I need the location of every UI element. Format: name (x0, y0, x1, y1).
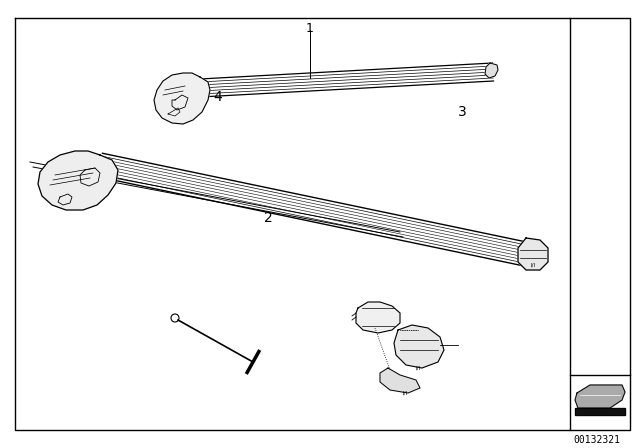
Text: 00132321: 00132321 (573, 435, 621, 445)
Polygon shape (575, 408, 625, 415)
Polygon shape (38, 151, 118, 210)
Polygon shape (380, 368, 420, 393)
Polygon shape (356, 302, 400, 333)
Polygon shape (394, 325, 444, 368)
Text: 3: 3 (458, 105, 467, 119)
Text: 2: 2 (264, 211, 273, 225)
Text: I/I: I/I (531, 263, 536, 267)
Text: 1: 1 (306, 22, 314, 35)
Text: I/I: I/I (415, 366, 420, 370)
Polygon shape (518, 238, 548, 270)
Text: I/I: I/I (403, 391, 408, 396)
Text: 4: 4 (214, 90, 222, 104)
Polygon shape (485, 63, 498, 78)
Polygon shape (575, 385, 625, 408)
Polygon shape (154, 73, 210, 124)
